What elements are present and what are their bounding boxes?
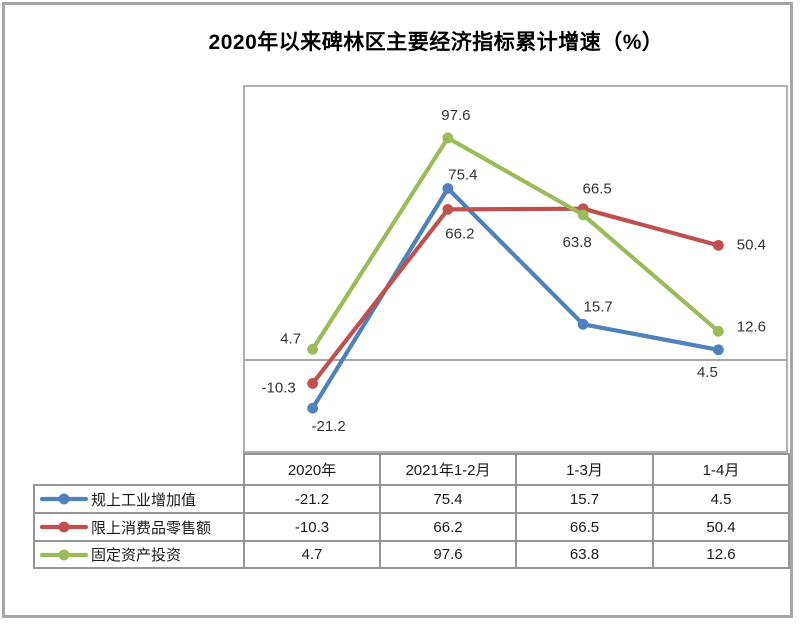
value-cell: 97.6 [379,540,517,569]
data-label: -21.2 [312,418,346,435]
data-point [307,343,319,355]
value-cell: 63.8 [515,540,654,569]
series-name: 固定资产投资 [91,547,182,564]
table-corner-blank [34,454,244,485]
table-row: 固定资产投资 4.7 97.6 63.8 12.6 [33,540,790,569]
data-label: 4.7 [280,330,301,347]
data-label: 4.5 [697,364,718,381]
data-point [442,183,454,194]
value-cell: -10.3 [243,512,381,542]
column-header: 2021年1-2月 [379,453,517,486]
series-line-1 [310,206,721,386]
data-label: 66.5 [583,181,612,198]
data-label: 75.4 [448,166,477,183]
value-cell: 50.4 [652,512,790,542]
data-point [712,239,724,251]
column-header: 1-3月 [515,453,654,486]
value-cell: 66.5 [515,512,654,542]
value-cell: 12.6 [652,540,790,569]
column-header: 2020年 [243,453,381,486]
table-row: 限上消费品零售额 -10.3 66.2 66.5 50.4 [33,512,790,542]
data-point [577,318,589,330]
data-label: 50.4 [737,236,766,253]
value-cell: 66.2 [379,512,517,542]
chart-title: 2020年以来碑林区主要经济指标累计增速（%） [208,31,664,54]
data-table: 2020年 2021年1-2月 1-3月 1-4月规上工业增加值 -21.2 75.4 15… [33,453,790,569]
data-point [442,203,454,215]
series-name: 限上消费品零售额 [91,519,212,537]
legend-marker-icon [40,549,88,560]
data-point [712,344,724,356]
data-table-wrap: 2020年 2021年1-2月 1-3月 1-4月规上工业增加值 -21.2 75.4 15… [33,453,790,569]
value-cell: 15.7 [515,484,654,514]
line-chart: -21.2 75.4 15.7 4.5 -10.3 66.2 66.5 50.4 4.7 97.6… [245,107,786,435]
table-row: 规上工业增加值 -21.2 75.4 15.7 4.5 [33,484,790,514]
legend-cell: 规上工业增加值 [33,484,245,514]
data-label: 66.2 [445,225,474,242]
series-name: 规上工业增加值 [91,491,197,509]
legend-marker-icon [40,521,88,533]
data-label: 97.6 [441,107,470,124]
series-line-2 [310,135,721,352]
data-point [577,209,589,221]
data-label: 12.6 [737,318,766,335]
data-point [307,402,319,414]
legend-cell: 限上消费品零售额 [33,512,245,542]
plot-area: -21.2 75.4 15.7 4.5 -10.3 66.2 66.5 50.4 4.7 97.6… [243,85,788,453]
value-cell: 4.7 [243,540,381,569]
data-point [307,378,319,389]
series-line-0 [310,186,721,411]
data-label: -10.3 [262,379,296,396]
legend-marker-icon [40,493,88,505]
legend-entry: 限上消费品零售额 [36,517,242,538]
column-header: 1-4月 [652,453,790,486]
legend-entry: 规上工业增加值 [36,489,242,510]
legend-cell: 固定资产投资 [33,540,245,569]
data-label: 63.8 [563,234,592,251]
data-label: 15.7 [584,298,613,315]
legend-entry: 固定资产投资 [36,544,242,565]
value-cell: -21.2 [243,484,381,514]
value-cell: 75.4 [379,484,517,514]
data-point [442,132,454,144]
data-point [712,325,724,337]
value-cell: 4.5 [652,484,790,514]
